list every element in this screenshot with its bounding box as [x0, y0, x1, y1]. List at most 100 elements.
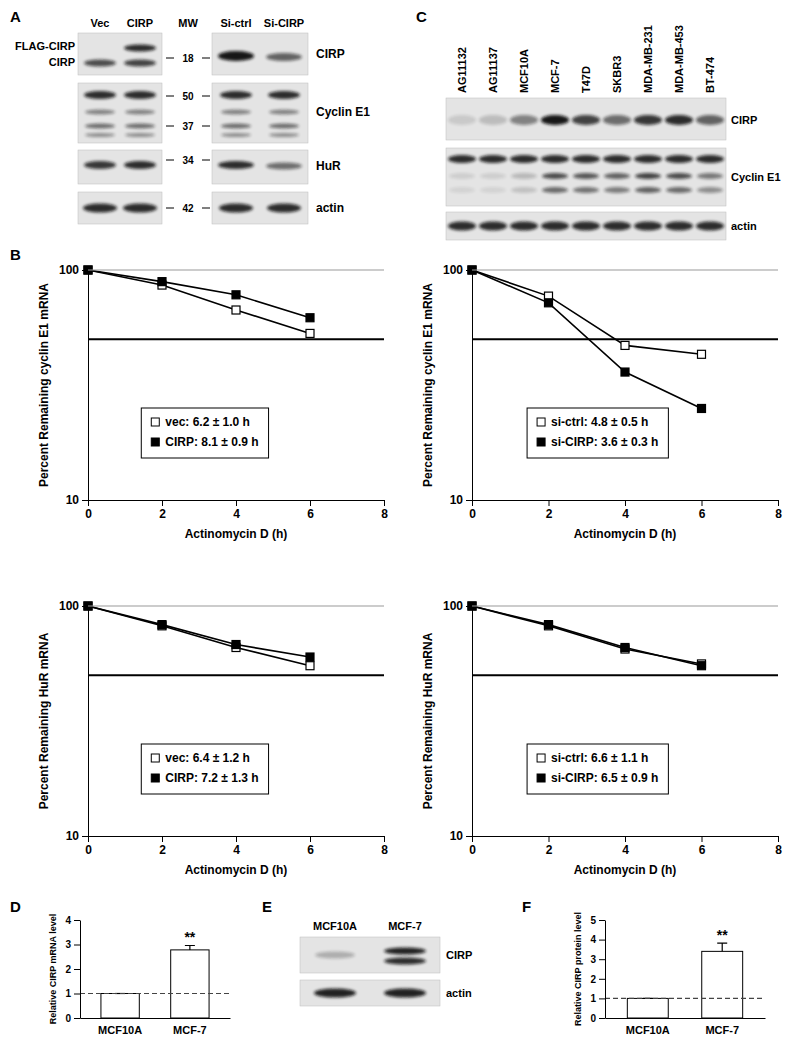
data-point — [232, 306, 240, 314]
tick: 2 — [590, 974, 605, 985]
blot-strip — [446, 148, 726, 206]
row-label: HuR — [316, 159, 341, 173]
tick-mark — [74, 994, 80, 995]
data-point — [306, 314, 314, 322]
blot-band — [125, 110, 155, 115]
mw-marker: 18 — [182, 53, 194, 64]
data-point — [698, 404, 706, 412]
blot-band — [384, 948, 426, 955]
tick: 4 — [233, 836, 240, 857]
blot-band — [666, 187, 692, 193]
tick-label: 0 — [65, 1013, 71, 1024]
blot-strip — [212, 192, 308, 224]
tick-label: 2 — [65, 964, 71, 975]
y-axis: 10 100 — [59, 599, 89, 843]
tick: 4 — [590, 934, 605, 945]
tick-label: 8 — [381, 507, 388, 521]
blot-band — [267, 204, 301, 213]
annotation: ** — [717, 927, 728, 943]
tick-label: 4 — [622, 843, 629, 857]
tick-mark — [466, 270, 472, 271]
plot-area — [468, 266, 778, 412]
legend: si-ctrl: 6.6 ± 1.1 hsi-CIRP: 6.5 ± 0.9 h — [527, 744, 668, 794]
mw-marker: 34 — [182, 155, 194, 166]
blot-band — [541, 155, 569, 163]
series-line — [88, 270, 310, 333]
series-line — [88, 606, 310, 657]
tick-mark — [625, 500, 626, 506]
annotation: ** — [184, 929, 195, 945]
mw-dash — [202, 58, 210, 59]
blot-band — [665, 155, 693, 163]
blot-band — [124, 45, 156, 52]
tick-mark — [74, 920, 80, 921]
blot-band — [221, 110, 251, 115]
tick: 10 — [66, 829, 88, 843]
tick-label: 4 — [590, 934, 596, 945]
frame-line — [472, 606, 778, 607]
tick: 8 — [381, 836, 388, 857]
tick-label: 10 — [450, 829, 464, 843]
x-axis-title: Actinomycin D (h) — [185, 527, 288, 541]
blot-band — [124, 91, 156, 99]
tick-label: 2 — [159, 507, 166, 521]
tick-mark — [74, 1018, 80, 1019]
blot-band — [696, 115, 724, 125]
tick-label: 10 — [450, 493, 464, 507]
legend-box — [527, 408, 668, 458]
tick-label: 6 — [699, 843, 706, 857]
data-point — [306, 329, 314, 337]
tick: 0 — [469, 836, 476, 857]
bar — [627, 998, 668, 1018]
legend-marker — [151, 774, 159, 782]
blot-strip — [78, 192, 162, 224]
data-point — [545, 621, 553, 629]
panel-label: F — [522, 898, 531, 915]
blot-strip — [446, 212, 726, 240]
reference-line — [88, 674, 384, 676]
tick: 5 — [590, 915, 605, 926]
tick: MCF-7 — [705, 1018, 739, 1036]
row-label: actin — [731, 220, 757, 232]
blot-band — [603, 155, 631, 163]
blot-band — [480, 173, 506, 179]
x-axis-title: Actinomycin D (h) — [574, 527, 677, 541]
tick: 100 — [443, 599, 472, 613]
legend-box — [141, 408, 268, 458]
tick-label: 100 — [59, 599, 79, 613]
reference-line — [472, 674, 778, 676]
blot-band — [220, 91, 252, 99]
row-label: CIRP — [316, 47, 345, 61]
tick: 0 — [469, 500, 476, 521]
series-line — [472, 270, 702, 354]
tick-label: 8 — [381, 843, 388, 857]
plot-area — [84, 602, 384, 675]
legend-label: vec: 6.2 ± 1.0 h — [165, 415, 250, 429]
row-label: Cyclin E1 — [316, 105, 370, 119]
tick-label: 100 — [443, 263, 463, 277]
mw-dash — [202, 160, 210, 161]
tick: MCF-7 — [173, 1018, 207, 1036]
tick: MCF10A — [626, 1018, 670, 1036]
plot-area — [605, 943, 765, 1018]
tick-mark — [778, 836, 779, 842]
tick-label: 0 — [85, 507, 92, 521]
blot-band — [269, 133, 299, 137]
tick: 1 — [65, 988, 80, 999]
blot-band — [635, 173, 661, 179]
blot-band — [84, 60, 116, 67]
blot-band — [541, 222, 569, 231]
tick-mark — [384, 836, 385, 842]
blot-band — [269, 124, 299, 129]
reference-line — [88, 338, 384, 340]
y-axis-title: Relative CIRP mRNA level — [48, 914, 58, 1025]
data-point — [545, 299, 553, 307]
blot-band — [572, 155, 600, 163]
blot-band — [666, 173, 692, 179]
tick: 4 — [622, 500, 629, 521]
tick-label: MCF-7 — [173, 1024, 207, 1036]
tick-label: 4 — [233, 843, 240, 857]
x-axis-title: Actinomycin D (h) — [185, 863, 288, 877]
panel-label: E — [262, 898, 272, 915]
lane-label: MCF10A — [518, 49, 530, 93]
